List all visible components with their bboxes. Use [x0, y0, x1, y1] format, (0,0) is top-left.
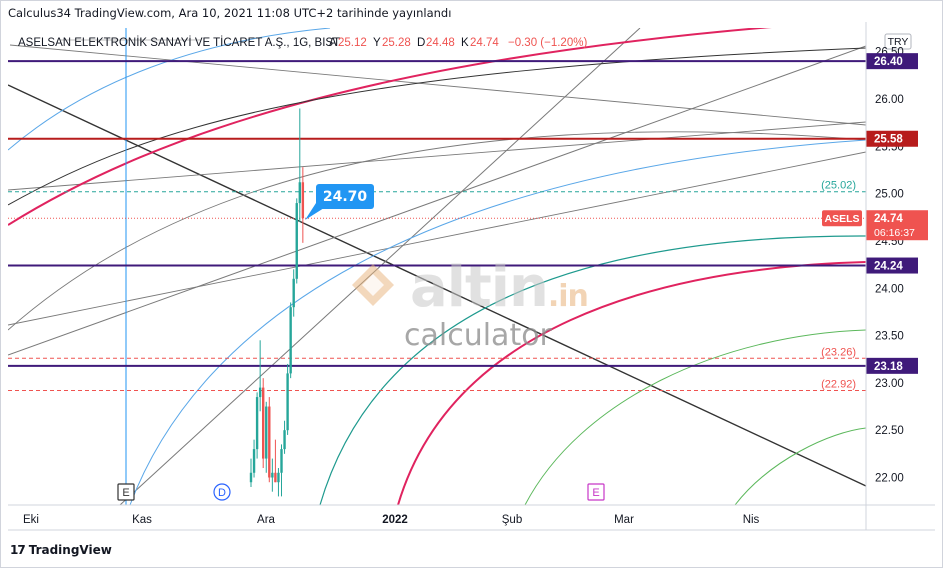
y-tick-1: 22.00: [875, 473, 904, 485]
candle-body-13: [286, 373, 289, 431]
x-tick-3: Ara: [257, 514, 276, 526]
symbol-name: ASELSAN ELEKTRONİK SANAYİ VE TİCARET A.Ş…: [18, 36, 340, 49]
candle-body-6: [265, 406, 268, 459]
fan-curve-3: [8, 28, 331, 151]
currency-label: TRY: [888, 36, 909, 48]
level-tag-4: [866, 357, 918, 374]
ohlc-label-D: D: [417, 37, 425, 49]
candle-body-14: [289, 307, 292, 374]
level-tag-label-3: 24.24: [874, 261, 903, 273]
candle-body-16: [295, 203, 298, 279]
dashed-level-label-1: (25.02): [821, 180, 856, 192]
fan-curve-5: [129, 139, 866, 505]
x-tick-7: Nis: [743, 514, 760, 526]
candle-body-3: [255, 397, 259, 450]
symbol-tag: [822, 210, 862, 227]
candle-body-9: [274, 472, 277, 483]
y-tick-3: 23.00: [875, 378, 904, 390]
dashed-level-label-3: (22.92): [821, 378, 856, 390]
level-tag-2: [866, 130, 918, 147]
event-marker-label-3: E: [592, 487, 599, 499]
candle-body-7: [268, 406, 271, 478]
level-tag-label-4: 23.18: [874, 361, 903, 373]
fan-curve-7: [397, 261, 866, 505]
tradingview-logo-icon: 17: [10, 543, 26, 557]
dashed-level-label-2: (23.26): [821, 346, 856, 358]
ohlc-change: −0.30 (−1.20%): [508, 37, 587, 49]
last-price-tag: [866, 210, 928, 241]
candle-body-8: [271, 472, 274, 478]
watermark-logo-icon: [352, 264, 394, 306]
ohlc-label-Y: Y: [373, 37, 381, 49]
fan-curve-1: [8, 28, 772, 226]
ohlc-value-K: 24.74: [470, 37, 499, 49]
candle-body-1: [249, 472, 253, 483]
y-tick-2: 22.50: [875, 425, 904, 437]
symbol-header: ASELSAN ELEKTRONİK SANAYİ VE TİCARET A.Ş…: [18, 36, 587, 49]
level-tag-1: [866, 53, 918, 70]
last-price-countdown: 06:16:37: [874, 227, 915, 239]
level-tag-3: [866, 257, 918, 274]
candle-body-10: [277, 472, 280, 483]
event-marker-label-1: E: [122, 487, 129, 499]
y-tick-5: 24.00: [875, 283, 904, 295]
price-callout: 24.70: [316, 184, 374, 209]
candle-body-18: [301, 182, 305, 219]
symbol-tag-label: ASELS: [824, 213, 859, 225]
x-tick-2: Kas: [132, 514, 152, 526]
fan-curve-9: [734, 427, 866, 505]
candle-body-2: [252, 449, 256, 473]
y-tick-9: 26.00: [875, 94, 904, 106]
candle-body-12: [283, 430, 286, 450]
brand-label: TradingView: [28, 543, 112, 557]
candle-body-11: [280, 449, 283, 473]
candle-body-15: [292, 278, 295, 308]
drawing-layer: (25.02) (23.26) (22.92): [8, 28, 866, 505]
ohlc-label-A: A: [329, 37, 337, 49]
y-tick-7: 25.00: [875, 189, 904, 201]
tradingview-brand[interactable]: 17 TradingView: [10, 543, 112, 557]
event-marker-1: [117, 483, 135, 501]
ohlc-label-K: K: [461, 37, 469, 49]
trend-line-4: [8, 151, 866, 326]
level-tag-label-2: 25.58: [874, 134, 903, 146]
fan-curve-6: [319, 235, 866, 505]
ohlc-value-Y: 25.28: [382, 37, 411, 49]
watermark-subtext: calculator: [404, 318, 552, 353]
level-tag-label-1: 26.40: [874, 56, 903, 68]
last-price-value: 24.74: [874, 213, 903, 225]
event-marker-3: [587, 483, 605, 501]
watermark-logo-main: altin: [410, 255, 549, 320]
x-tick-4: 2022: [382, 514, 408, 526]
fan-curve-8: [524, 329, 866, 505]
trend-line-2: [8, 45, 866, 356]
fan-curve-4: [8, 131, 866, 331]
event-marker-label-2: D: [218, 487, 226, 499]
trend-line-3: [8, 121, 866, 191]
candle-body-5: [262, 387, 265, 459]
publish-info: Calculus34 TradingView.com, Ara 10, 2021…: [8, 6, 452, 20]
candle-body-17: [298, 182, 301, 204]
candle-body-4: [258, 387, 262, 398]
y-tick-4: 23.50: [875, 331, 904, 343]
ohlc-value-D: 24.48: [426, 37, 455, 49]
currency-badge: [884, 33, 912, 50]
trend-line-1: [8, 84, 866, 487]
x-tick-5: Şub: [502, 514, 522, 526]
fan-curve-2: [8, 47, 866, 206]
trend-line-6: [9, 44, 866, 126]
watermark-logo-text: altin.in: [410, 255, 589, 320]
x-tick-6: Mar: [614, 514, 634, 526]
ohlc-value-A: 25.12: [338, 37, 367, 49]
event-marker-2: [213, 483, 231, 501]
watermark-logo-suffix: .in: [547, 279, 589, 314]
x-tick-1: Eki: [23, 514, 39, 526]
